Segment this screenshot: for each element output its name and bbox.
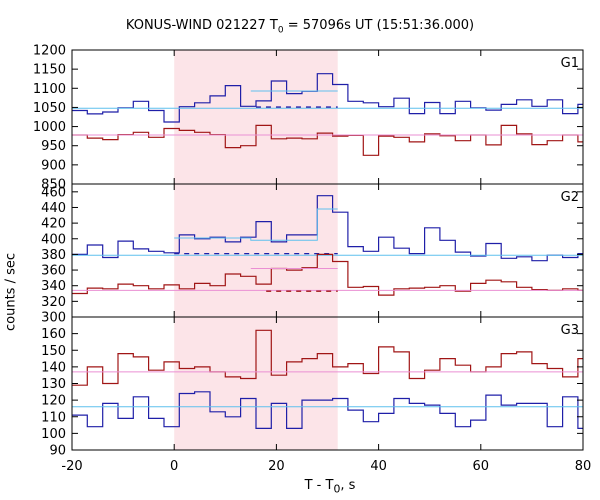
panel-g2-ytick-label: 420 xyxy=(41,217,66,232)
panel-g3-series-dark_blue-2 xyxy=(72,391,583,429)
x-axis-label: T - T0, s xyxy=(304,478,356,496)
panel-g2-series-dark_blue-0 xyxy=(72,195,583,262)
panel-g1-ytick-label: 950 xyxy=(41,139,66,154)
xtick-label: 80 xyxy=(575,459,592,474)
panel-g1-series-dark_blue-0 xyxy=(72,73,583,123)
panel-g3-ytick-label: 100 xyxy=(41,427,66,442)
panel-g3-ytick-label: 110 xyxy=(41,410,66,425)
xtick-label: -20 xyxy=(61,459,82,474)
panel-g1-ytick-label: 1050 xyxy=(33,101,66,116)
panel-g2-ytick-label: 380 xyxy=(41,248,66,263)
panel-g3-ytick-label: 120 xyxy=(41,394,66,409)
panel-g2-series-dark_red-4 xyxy=(72,253,583,296)
panel-g2-ytick-label: 320 xyxy=(41,295,66,310)
y-axis-label: counts / sec xyxy=(3,252,19,332)
panel-g3-ytick-label: 130 xyxy=(41,377,66,392)
xtick-label: 40 xyxy=(370,459,387,474)
panel-g3-ytick-label: 160 xyxy=(41,327,66,342)
panel-g1-ytick-label: 1000 xyxy=(33,120,66,135)
panel-g2-ytick-label: 440 xyxy=(41,201,66,216)
xtick-label: 60 xyxy=(473,459,490,474)
panel-g1-ytick-label: 850 xyxy=(41,178,66,193)
panel-g3-ytick-label: 90 xyxy=(49,444,66,459)
panel-g1-ytick-label: 1150 xyxy=(33,63,66,78)
panel-g1-label: G1 xyxy=(561,56,579,71)
panel-g2-ytick-label: 460 xyxy=(41,185,66,200)
panel-g2-ytick-label: 300 xyxy=(41,311,66,326)
panel-g3-ytick-label: 150 xyxy=(41,344,66,359)
panel-g1-ytick-label: 900 xyxy=(41,158,66,173)
panel-g1-ytick-label: 1200 xyxy=(33,44,66,59)
panel-g3-ytick-label: 140 xyxy=(41,360,66,375)
panel-g3-series-dark_red-0 xyxy=(72,329,583,386)
panel-g2-ytick-label: 400 xyxy=(41,232,66,247)
burst-interval-highlight xyxy=(174,50,338,450)
panel-g2-ytick-label: 360 xyxy=(41,264,66,279)
xtick-label: 0 xyxy=(170,459,178,474)
panel-g3-label: G3 xyxy=(561,323,579,338)
chart-title: KONUS-WIND 021227 T0 = 57096s UT (15:51:… xyxy=(125,18,475,36)
xtick-label: 20 xyxy=(268,459,285,474)
panel-g2-fit-step-light_blue-2 xyxy=(174,208,338,241)
panel-g1-ytick-label: 1100 xyxy=(33,82,66,97)
panel-g2-label: G2 xyxy=(561,190,579,205)
panel-g2-ytick-label: 340 xyxy=(41,279,66,294)
